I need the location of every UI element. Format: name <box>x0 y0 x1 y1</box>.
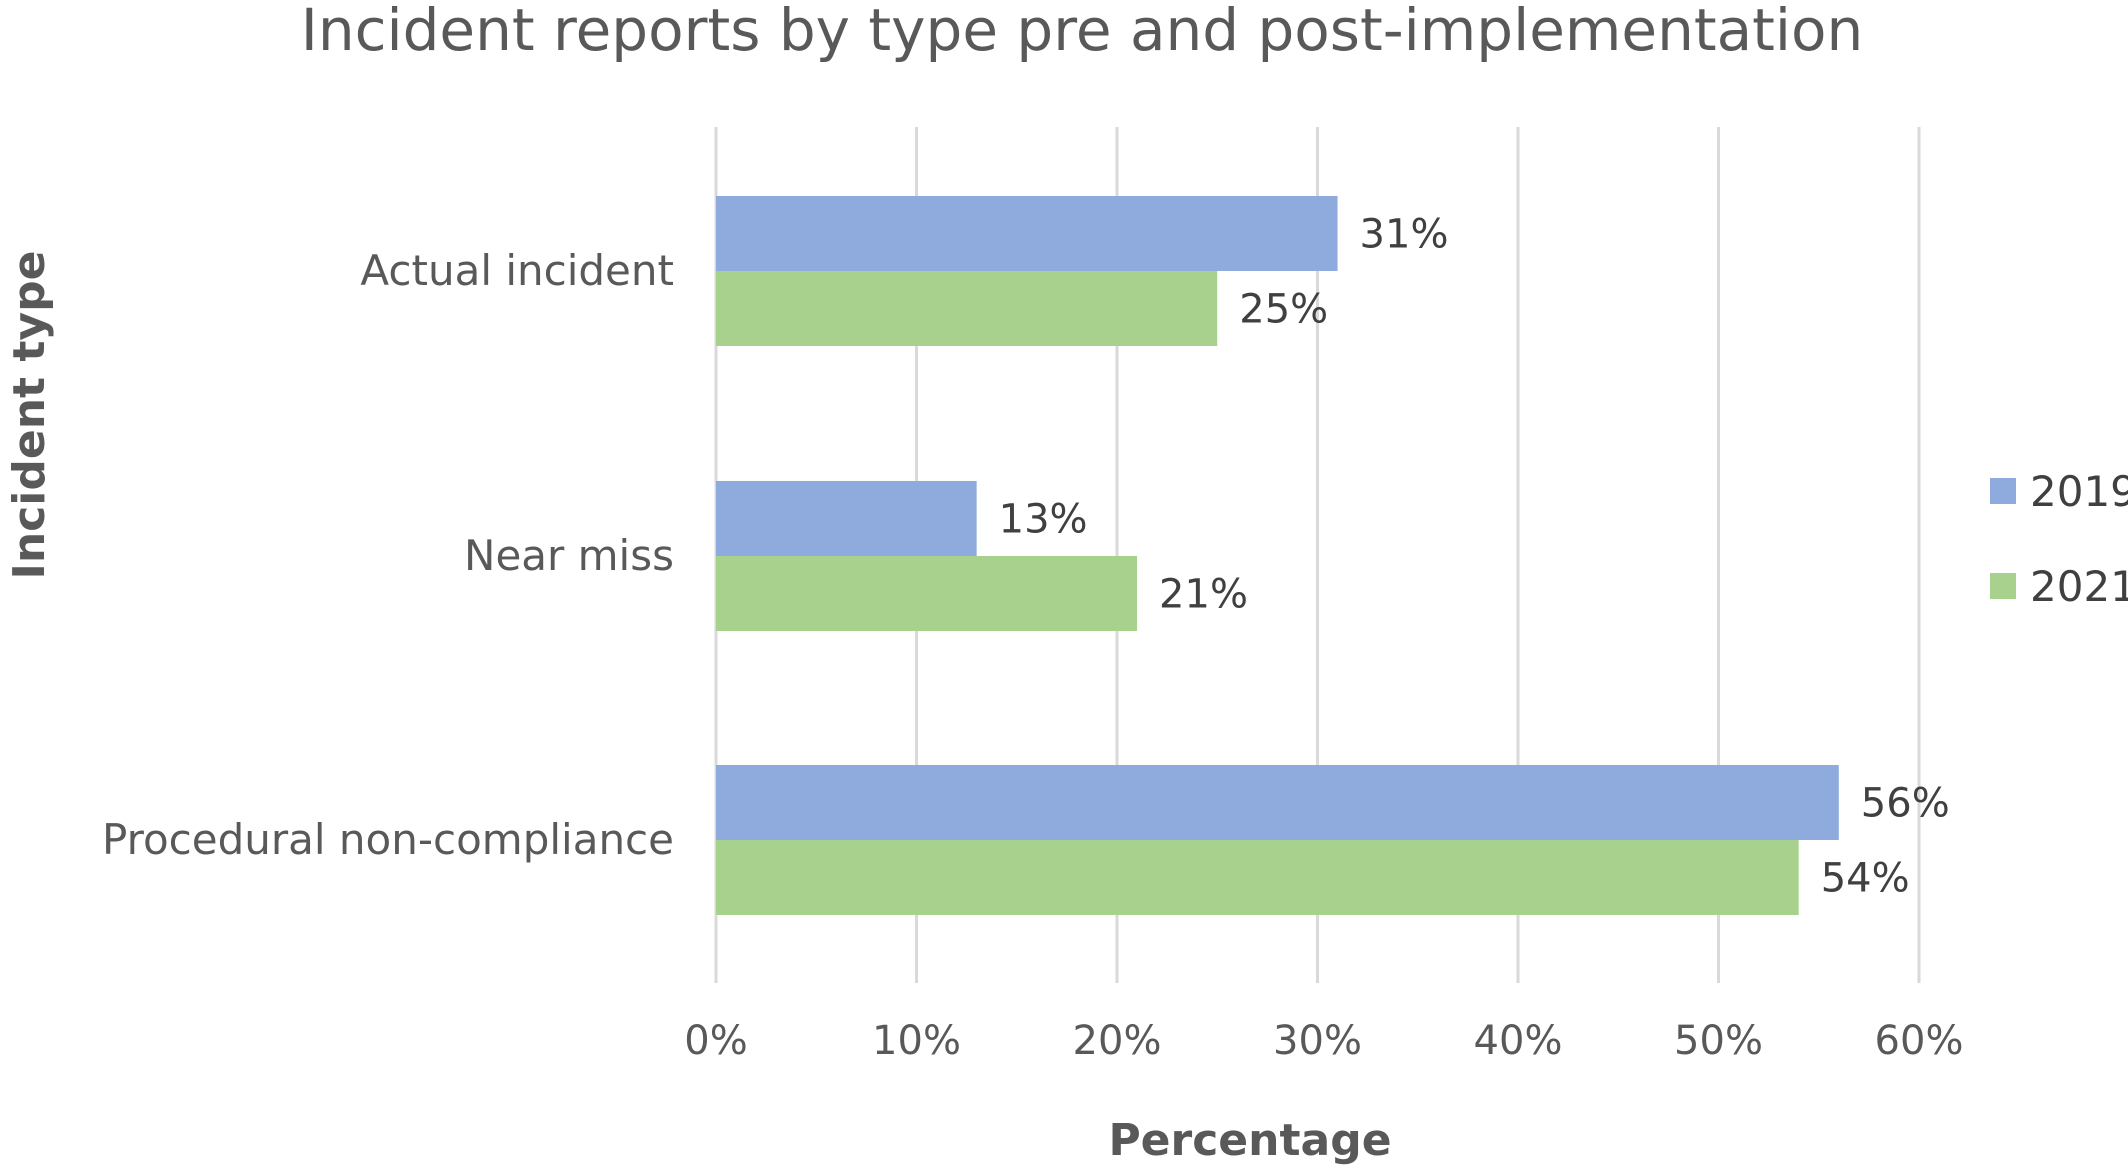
bar <box>716 840 1799 915</box>
bar <box>716 481 977 556</box>
category-label: Procedural non-compliance <box>102 815 674 864</box>
legend-label: 2019 <box>2030 467 2128 516</box>
bar <box>716 765 1839 840</box>
data-label: 25% <box>1239 287 1328 333</box>
bars <box>716 196 1839 915</box>
x-tick-label: 60% <box>1875 1018 1964 1064</box>
y-axis-title: Incident type <box>4 251 55 580</box>
data-label: 31% <box>1360 212 1449 258</box>
data-label: 56% <box>1861 781 1950 827</box>
x-axis-title: Percentage <box>1108 1115 1391 1166</box>
bar <box>716 556 1138 631</box>
data-label: 13% <box>999 497 1088 543</box>
x-tick-label: 50% <box>1674 1018 1763 1064</box>
category-label: Actual incident <box>360 246 674 295</box>
x-tick-label: 0% <box>684 1018 747 1064</box>
legend-swatch <box>1990 478 2016 504</box>
data-label: 54% <box>1821 856 1910 902</box>
bar <box>716 271 1218 346</box>
category-labels: Actual incident Near miss Procedural non-c… <box>102 246 674 864</box>
legend-label: 2021 <box>2030 562 2128 611</box>
data-labels: 31% 13% 56% 25% 21% 54% <box>999 212 1950 902</box>
data-label: 21% <box>1159 572 1248 618</box>
bar <box>716 196 1338 271</box>
x-tick-label: 30% <box>1273 1018 1362 1064</box>
x-tick-label: 20% <box>1073 1018 1162 1064</box>
x-tick-label: 40% <box>1474 1018 1563 1064</box>
x-tick-label: 10% <box>872 1018 961 1064</box>
legend: 2019 2021 <box>1990 467 2128 611</box>
legend-swatch <box>1990 573 2016 599</box>
category-label: Near miss <box>464 531 674 580</box>
x-tick-labels: 0% 10% 20% 30% 40% 50% 60% <box>684 1018 1963 1064</box>
chart-title: Incident reports by type pre and post-im… <box>301 0 1864 64</box>
